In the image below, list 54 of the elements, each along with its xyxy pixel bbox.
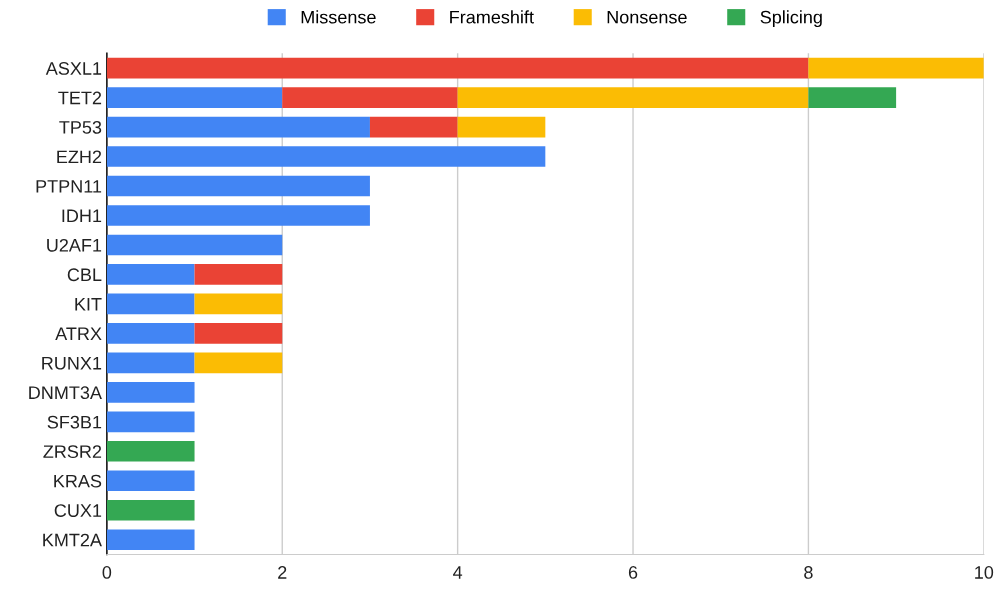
bar — [369, 116, 458, 138]
bar — [106, 382, 195, 403]
bar — [808, 87, 897, 108]
x-tick-label: 0 — [102, 566, 112, 579]
x-tick-label: 8 — [804, 566, 813, 579]
y-tick-label: EZH2 — [57, 150, 102, 164]
y-tick-label: IDH1 — [62, 209, 102, 223]
bar — [106, 146, 546, 167]
bar — [106, 352, 195, 374]
bar — [106, 264, 195, 285]
bar — [194, 264, 283, 285]
bar — [106, 499, 195, 521]
y-tick-label: U2AF1 — [47, 238, 102, 252]
bar — [106, 470, 195, 492]
bar — [106, 116, 370, 138]
bar — [106, 87, 283, 108]
y-tick-label: CBL — [67, 268, 102, 282]
bar — [194, 352, 283, 374]
bar — [282, 87, 458, 108]
y-tick-label: KIT — [75, 298, 102, 311]
legend-label: Splicing — [760, 10, 822, 28]
bar — [808, 57, 984, 79]
y-tick-label: SF3B1 — [47, 415, 102, 429]
legend-label: Missense — [301, 10, 376, 24]
y-tick-label: ATRX — [55, 327, 102, 340]
y-tick-label: DNMT3A — [29, 386, 102, 400]
bar — [106, 411, 195, 433]
bar — [457, 87, 809, 108]
y-tick-label: KRAS — [54, 474, 102, 488]
x-tick-label: 4 — [453, 566, 463, 579]
bar — [106, 234, 283, 256]
bar — [106, 175, 370, 197]
y-tick-label: ZRSR2 — [43, 445, 102, 459]
y-tick-label: TET2 — [58, 91, 102, 105]
y-tick-label: PTPN11 — [36, 180, 102, 193]
bar — [106, 57, 809, 79]
x-tick-label: 6 — [628, 566, 638, 579]
y-tick-label: RUNX1 — [42, 356, 102, 370]
x-tick-label: 10 — [975, 566, 994, 579]
bar — [106, 440, 195, 462]
bar — [106, 205, 370, 226]
bar — [106, 323, 195, 344]
bar — [457, 116, 546, 138]
y-tick-label: KMT2A — [43, 533, 102, 547]
bar — [194, 293, 283, 315]
legend-label: Nonsense — [607, 10, 687, 24]
x-tick-label: 2 — [278, 566, 287, 579]
bar — [194, 323, 283, 344]
bar — [106, 293, 195, 315]
legend-label: Frameshift — [450, 10, 534, 24]
bar — [106, 529, 195, 551]
y-tick-label: ASXL1 — [45, 62, 102, 75]
y-tick-label: TP53 — [59, 120, 102, 134]
y-tick-label: CUX1 — [54, 504, 102, 517]
